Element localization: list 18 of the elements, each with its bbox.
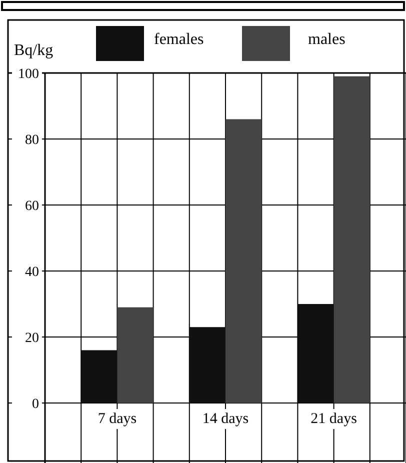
bar bbox=[226, 119, 262, 403]
y-axis-title: Bq/kg bbox=[14, 42, 54, 59]
x-tick-label: 7 days bbox=[98, 411, 137, 427]
y-tick-label: 40 bbox=[25, 264, 39, 280]
x-tick-label: 14 days bbox=[202, 411, 249, 427]
bar bbox=[334, 76, 370, 403]
x-tick-label: 21 days bbox=[310, 411, 358, 427]
y-tick-label: 20 bbox=[25, 330, 39, 346]
bar bbox=[81, 350, 118, 403]
legend-label: males bbox=[308, 31, 346, 48]
y-tick-label: 0 bbox=[32, 396, 39, 412]
y-tick-label: 100 bbox=[18, 66, 39, 82]
bar bbox=[298, 304, 334, 403]
y-tick-label: 60 bbox=[25, 198, 39, 214]
y-tick-label: 80 bbox=[25, 132, 39, 148]
bar bbox=[117, 307, 154, 403]
bar bbox=[189, 327, 226, 403]
legend-label: females bbox=[154, 31, 204, 48]
